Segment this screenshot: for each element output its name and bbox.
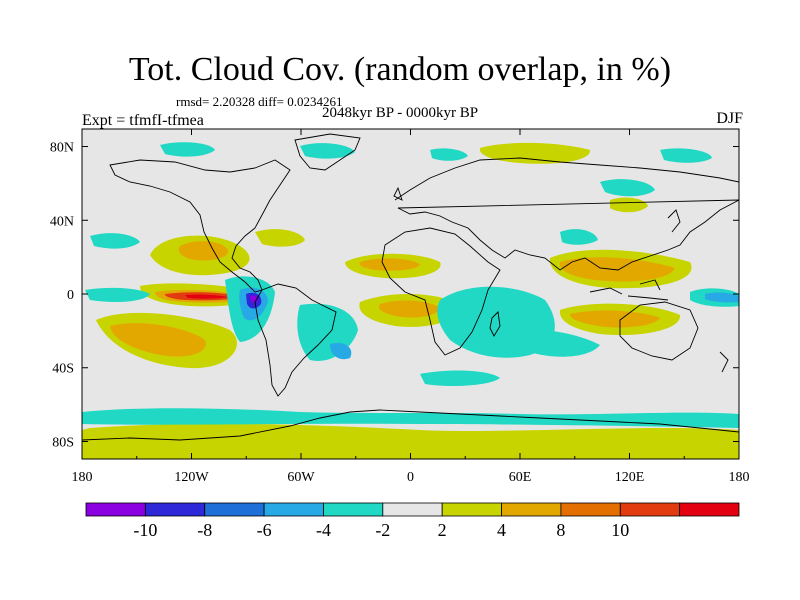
stats-line: rmsd= 2.20328 diff= 0.0234261 xyxy=(176,94,343,109)
season-label: DJF xyxy=(716,110,743,127)
colorbar-label: 4 xyxy=(497,520,506,540)
anomaly-patch xyxy=(600,179,655,197)
colorbar-swatch xyxy=(323,502,384,517)
anomaly-patch xyxy=(178,241,229,261)
anomaly-field xyxy=(82,142,739,459)
coastline-africa xyxy=(381,227,501,356)
colorbar-label: -6 xyxy=(257,520,272,540)
anomaly-patch xyxy=(90,233,140,249)
colorbar-label: -4 xyxy=(316,520,331,540)
anomaly-patch xyxy=(110,323,206,357)
lat-tick-label: 80S xyxy=(52,435,74,450)
lat-tick-label: 40S xyxy=(52,362,74,377)
experiment-label: Expt = tfmfI-tfmea xyxy=(82,112,204,129)
coastline-new-zealand xyxy=(719,351,729,373)
lat-tick-label: 0 xyxy=(67,288,74,303)
anomaly-patch xyxy=(378,300,440,318)
lon-tick-label: 180 xyxy=(729,470,750,485)
colorbar-label: 2 xyxy=(438,520,447,540)
anomaly-patch xyxy=(705,292,739,303)
coastline-greenland xyxy=(294,133,361,171)
coastline-madagascar xyxy=(489,311,501,337)
lat-tick-label: 80N xyxy=(50,141,74,156)
map-panel xyxy=(81,128,740,460)
colorbar-swatch xyxy=(560,502,621,517)
colorbar-label: -8 xyxy=(197,520,212,540)
colorbar: -10 -8 -6 -4 -2 2 4 8 10 xyxy=(85,502,740,540)
coastline-uk xyxy=(393,186,403,201)
anomaly-patch xyxy=(85,287,150,302)
lon-tick-label: 180 xyxy=(72,470,93,485)
anomaly-patch xyxy=(430,148,468,161)
chart-title: Tot. Cloud Cov. (random overlap, in %) xyxy=(128,51,672,88)
colorbar-swatch xyxy=(204,502,265,517)
coastline-australia xyxy=(619,301,699,361)
anomaly-patch xyxy=(610,197,648,213)
anomaly-patch xyxy=(300,143,355,159)
lon-tick-label: 120W xyxy=(174,470,209,485)
coastline-north-america xyxy=(109,159,291,293)
axis-ticks: 180 120W 60W 0 60E 120E 180 80N 40N 0 40S 80S xyxy=(50,129,750,485)
lon-tick-label: 60W xyxy=(287,470,315,485)
colorbar-label: -2 xyxy=(375,520,390,540)
anomaly-patch xyxy=(330,342,352,360)
colorbar-swatch xyxy=(679,502,740,517)
coastlines xyxy=(82,133,739,441)
coastline-antarctica xyxy=(82,409,739,441)
colorbar-swatch xyxy=(382,502,443,517)
anomaly-patch xyxy=(255,229,305,247)
colorbar-swatch xyxy=(263,502,324,517)
lon-tick-label: 60E xyxy=(509,470,532,485)
anomaly-patch xyxy=(559,257,675,282)
anomaly-patch xyxy=(185,294,228,299)
colorbar-swatch xyxy=(619,502,681,517)
colorbar-swatch xyxy=(501,502,562,517)
colorbar-label: -10 xyxy=(133,520,157,540)
anomaly-patch xyxy=(570,310,660,328)
lon-tick-label: 120E xyxy=(615,470,645,485)
colorbar-swatch xyxy=(85,502,146,517)
anomaly-patch xyxy=(359,258,420,271)
lon-tick-label: 0 xyxy=(407,470,414,485)
coastline-eurasia xyxy=(394,157,739,271)
colorbar-label: 10 xyxy=(611,520,629,540)
anomaly-patch xyxy=(420,370,500,386)
colorbar-swatch xyxy=(441,502,502,517)
anomaly-patch xyxy=(82,408,739,428)
anomaly-patch xyxy=(82,423,739,459)
coastline-japan xyxy=(667,209,681,233)
colorbar-swatch xyxy=(144,502,206,517)
coastline-indonesia xyxy=(589,279,669,301)
anomaly-patch xyxy=(510,328,600,357)
colorbar-label: 8 xyxy=(556,520,565,540)
anomaly-patch xyxy=(660,148,712,163)
lat-tick-label: 40N xyxy=(50,214,74,229)
anomaly-patch xyxy=(560,229,598,245)
coastline-south-america xyxy=(254,283,337,397)
anomaly-patch xyxy=(160,142,215,157)
period-label: 2048kyr BP - 0000kyr BP xyxy=(322,105,479,121)
